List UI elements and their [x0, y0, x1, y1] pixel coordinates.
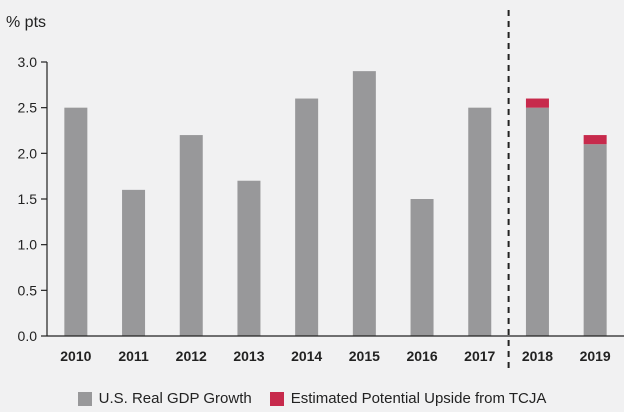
x-tick-label: 2019 [580, 348, 611, 364]
bar-gdp-2010 [64, 107, 88, 337]
legend-swatch-gdp [77, 391, 92, 406]
bar-gdp-2011 [122, 189, 146, 336]
y-tick-label: 1.5 [18, 191, 38, 207]
bar-gdp-2015 [352, 71, 376, 336]
x-tick-label: 2010 [60, 348, 91, 364]
x-tick-label: 2016 [406, 348, 437, 364]
bar-gdp-2016 [410, 199, 434, 336]
bar-gdp-2012 [179, 135, 203, 336]
x-tick-label: 2017 [464, 348, 495, 364]
x-tick-label: 2014 [291, 348, 322, 364]
x-axis: 2010 2011 2012 2013 2014 2015 2016 2017 2018 2019 [47, 10, 624, 370]
bar-upside-2018 [525, 98, 549, 108]
legend-item-upside: Estimated Potential Upside from TCJA [269, 390, 547, 407]
bar-gdp-2013 [237, 180, 261, 336]
chart-canvas: % pts 0.0 0.5 1.0 1.5 2.0 2.5 3.0 2010 2011 2012… [6, 10, 624, 370]
x-tick-label: 2011 [118, 348, 149, 364]
y-tick-label: 0.5 [18, 282, 38, 298]
x-tick-label: 2012 [176, 348, 207, 364]
bar-gdp-2017 [468, 107, 492, 337]
y-unit-label: % pts [6, 14, 46, 31]
y-tick-label: 1.0 [18, 237, 38, 253]
bar-gdp-2019 [583, 144, 607, 336]
legend-item-gdp: U.S. Real GDP Growth [77, 390, 252, 407]
bar-upside-2019 [583, 135, 607, 145]
legend-label-upside: Estimated Potential Upside from TCJA [290, 390, 547, 407]
y-tick-label: 0.0 [18, 328, 38, 344]
y-tick-label: 3.0 [18, 54, 38, 70]
y-tick-label: 2.5 [18, 100, 38, 116]
legend-label-gdp: U.S. Real GDP Growth [98, 390, 252, 407]
x-tick-label: 2018 [522, 348, 553, 364]
legend-swatch-upside [269, 391, 284, 406]
bars [64, 71, 607, 337]
x-tick-label: 2013 [233, 348, 264, 364]
legend: U.S. Real GDP Growth Estimated Potential… [0, 390, 624, 407]
x-tick-label: 2015 [349, 348, 380, 364]
y-axis: 0.0 0.5 1.0 1.5 2.0 2.5 3.0 [18, 54, 48, 344]
bar-gdp-2014 [295, 98, 319, 337]
bar-gdp-2018 [525, 107, 549, 337]
y-tick-label: 2.0 [18, 145, 38, 161]
